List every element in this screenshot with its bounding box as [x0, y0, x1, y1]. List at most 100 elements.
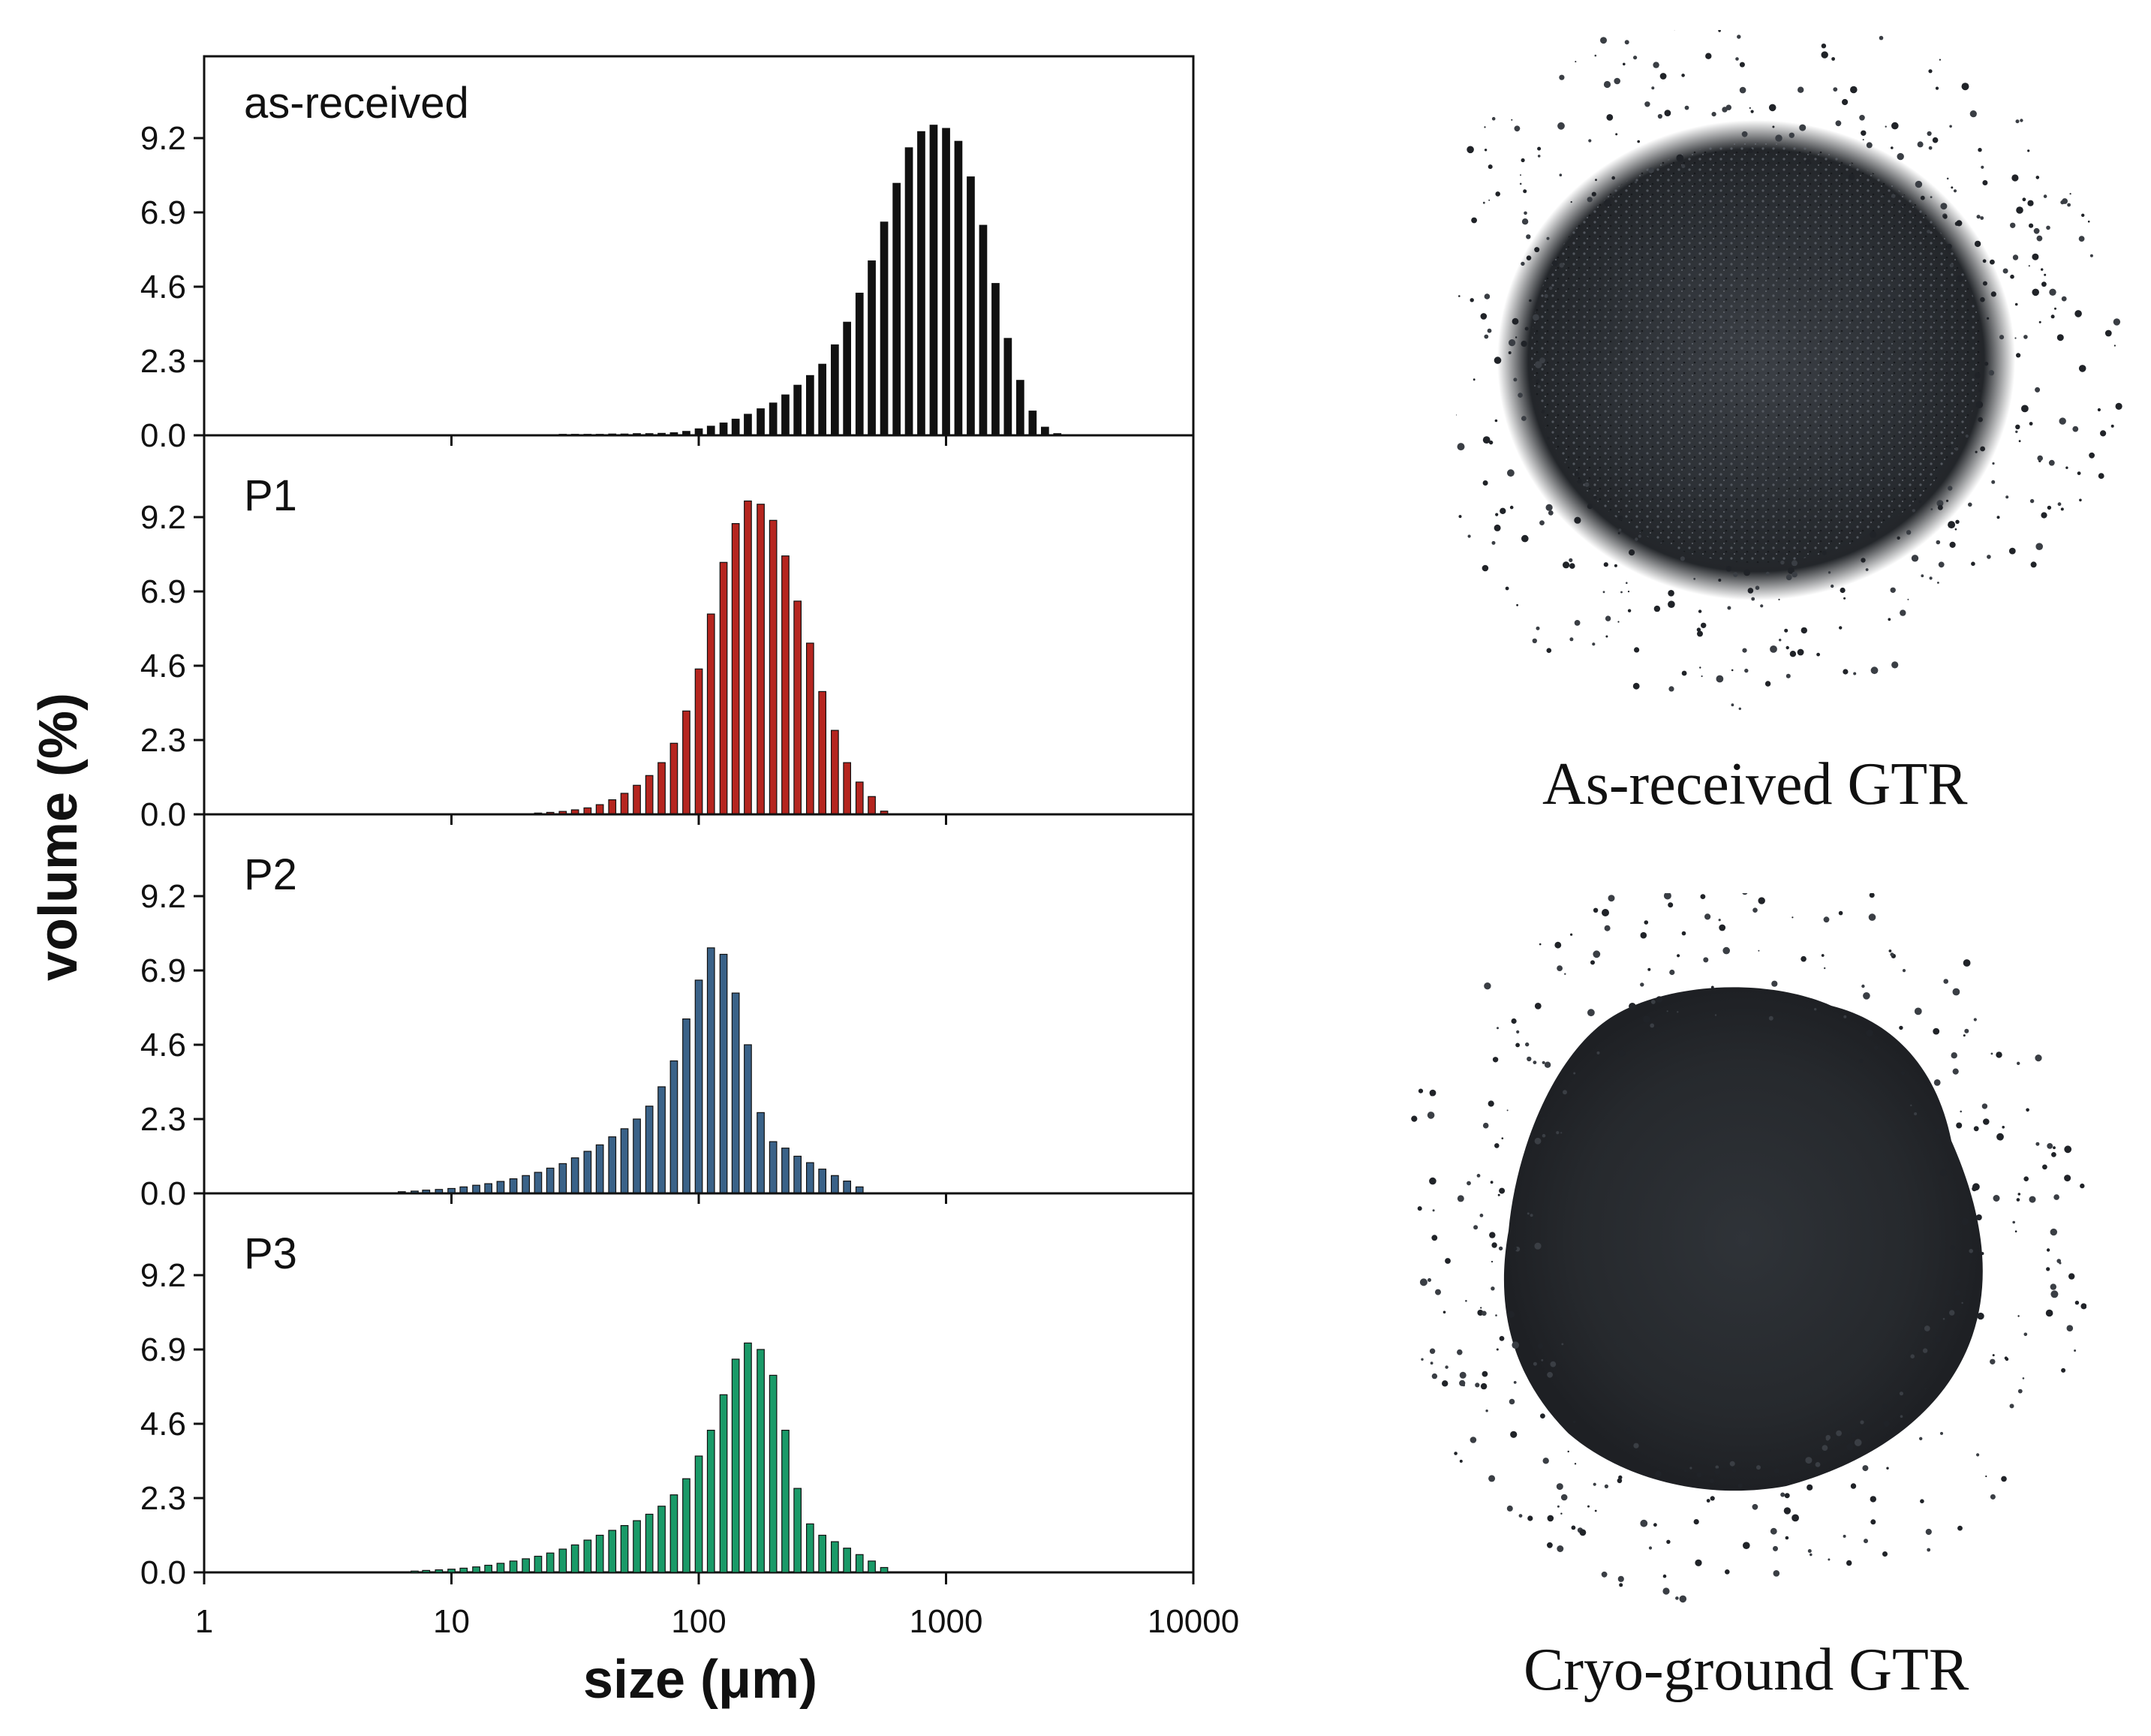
y-tick-label: 4.6: [140, 269, 186, 305]
speck: [1643, 1015, 1650, 1023]
speck: [1542, 1458, 1549, 1464]
speck: [1471, 217, 1477, 224]
speck: [2049, 288, 2056, 296]
speck: [1554, 941, 1562, 949]
speck: [1709, 1479, 1714, 1484]
speck: [1807, 1484, 1813, 1491]
speck: [1785, 645, 1789, 650]
speck: [1891, 146, 1894, 149]
speck: [1627, 591, 1630, 593]
y-tick-label: 2.3: [140, 1480, 186, 1517]
speck: [1853, 672, 1857, 675]
speck: [1668, 600, 1675, 608]
speck: [1936, 500, 1944, 507]
speck: [2027, 149, 2030, 152]
speck: [1791, 1514, 1799, 1522]
speck: [1935, 1336, 1942, 1343]
bar: [645, 1106, 654, 1194]
speck: [1579, 1529, 1587, 1536]
speck: [2023, 1332, 2028, 1337]
bar: [411, 1570, 419, 1573]
speck: [1540, 1413, 1545, 1419]
speck: [1546, 648, 1552, 653]
speck: [1574, 471, 1580, 477]
bar: [917, 131, 925, 436]
speck: [2047, 1143, 2053, 1149]
speck: [1897, 536, 1900, 540]
bar: [608, 799, 617, 815]
speck: [1843, 1015, 1847, 1018]
speck: [1940, 1431, 1943, 1435]
bar: [534, 1555, 543, 1573]
speck: [1491, 1286, 1495, 1291]
speck: [1559, 74, 1565, 80]
speck: [1537, 385, 1541, 389]
speck: [1951, 1052, 1957, 1059]
speck: [1779, 639, 1782, 642]
bar: [843, 762, 852, 815]
speck: [2037, 455, 2043, 462]
bar: [818, 1169, 827, 1194]
bar: [669, 742, 678, 815]
speck: [1983, 1118, 1990, 1125]
speck: [1475, 1382, 1480, 1388]
bar: [805, 375, 814, 436]
bar: [669, 1060, 678, 1194]
bar: [447, 1569, 456, 1573]
speck: [2015, 424, 2020, 429]
speck: [1485, 1410, 1488, 1413]
speck: [2038, 320, 2041, 323]
speck: [1980, 446, 1985, 452]
speck: [1458, 515, 1462, 519]
speck: [1614, 564, 1617, 567]
speck: [1948, 445, 1951, 449]
bar: [694, 668, 703, 815]
speck: [2027, 200, 2034, 206]
speck: [1985, 1475, 1987, 1478]
bar: [781, 394, 790, 436]
speck: [1739, 86, 1746, 94]
speck: [1891, 661, 1899, 669]
speck: [1918, 500, 1922, 504]
bar: [843, 1548, 852, 1573]
speck: [1991, 480, 1996, 484]
speck: [2026, 1108, 2029, 1112]
speck: [1430, 1093, 1433, 1097]
speck: [1861, 130, 1867, 136]
bar: [522, 1175, 531, 1194]
speck: [1770, 1527, 1777, 1535]
speck: [2089, 254, 2093, 257]
bar: [496, 1181, 505, 1194]
speck: [1975, 1214, 1982, 1220]
speck: [2009, 1404, 2014, 1409]
speck: [1559, 263, 1564, 268]
speck: [1799, 124, 1807, 131]
speck: [1457, 1195, 1464, 1202]
speck: [1593, 950, 1601, 958]
speck: [2029, 498, 2035, 504]
speck: [1533, 314, 1539, 321]
bar: [793, 1155, 802, 1194]
speck: [1695, 1559, 1702, 1566]
speck: [1536, 379, 1540, 384]
speck: [1662, 1587, 1670, 1595]
speck: [2022, 1377, 2025, 1379]
speck: [1982, 180, 1988, 185]
speck: [1993, 1195, 2000, 1202]
speck: [2056, 334, 2064, 341]
x-tick-label: 1000: [910, 1603, 983, 1640]
speck: [2074, 1349, 2077, 1352]
speck: [1491, 1260, 1494, 1263]
as-received-gtr-caption: As-received GTR: [1542, 751, 1968, 817]
speck: [1550, 1361, 1557, 1367]
speck: [1521, 158, 1525, 163]
speck: [1564, 462, 1566, 464]
speck: [2041, 512, 2047, 519]
speck: [1957, 1525, 1963, 1531]
speck: [1935, 86, 1939, 90]
speck: [1839, 626, 1843, 630]
bar: [843, 1180, 852, 1194]
panel-p2: 0.0 2.3 4.6 6.9 9.2 P2: [140, 813, 1195, 1212]
speck: [1725, 1569, 1730, 1575]
speck: [1784, 628, 1788, 633]
